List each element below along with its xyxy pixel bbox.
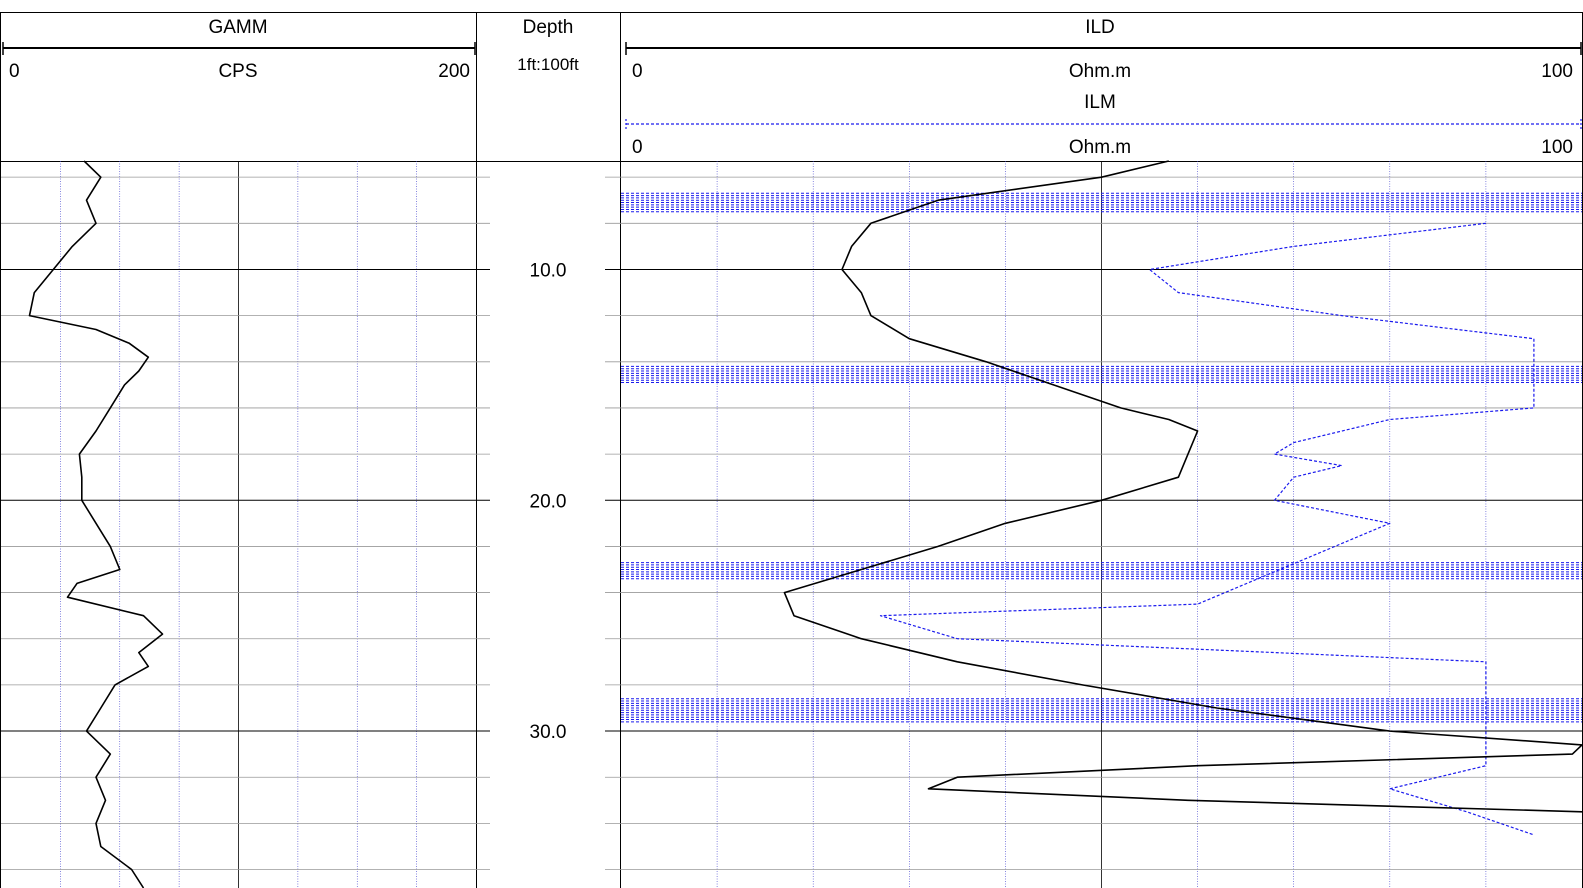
ilm-unit: Ohm.m bbox=[1069, 137, 1131, 158]
ild-header-name: ILD bbox=[1085, 17, 1115, 38]
ilm-scale-min: 0 bbox=[632, 137, 643, 158]
ild-scale-min: 0 bbox=[632, 61, 643, 82]
depth-labels: 10.0 20.0 30.0 bbox=[530, 260, 567, 743]
gamma-track-title: GAMM bbox=[208, 17, 267, 38]
curve-layer bbox=[28, 160, 1583, 888]
gamma-curve bbox=[28, 160, 164, 888]
ilm-header-name: ILM bbox=[1084, 92, 1116, 113]
depth-track-title: Depth bbox=[523, 17, 574, 38]
ilm-scale-max: 100 bbox=[1541, 137, 1573, 158]
depth-scale-label: 1ft:100ft bbox=[517, 55, 579, 74]
ild-unit: Ohm.m bbox=[1069, 61, 1131, 82]
ilm-dense-bands bbox=[621, 192, 1582, 723]
depth-tick-label: 10.0 bbox=[530, 260, 567, 281]
gamma-unit: CPS bbox=[218, 61, 257, 82]
gamma-scale-min: 0 bbox=[9, 61, 20, 82]
ild-scale-max: 100 bbox=[1541, 61, 1573, 82]
ild-curve bbox=[783, 160, 1583, 813]
ilm-curve bbox=[879, 222, 1535, 836]
grid-layer bbox=[1, 161, 1582, 888]
gamma-scale-max: 200 bbox=[438, 61, 470, 82]
depth-tick-label: 30.0 bbox=[530, 722, 567, 743]
depth-tick-label: 20.0 bbox=[530, 491, 567, 512]
